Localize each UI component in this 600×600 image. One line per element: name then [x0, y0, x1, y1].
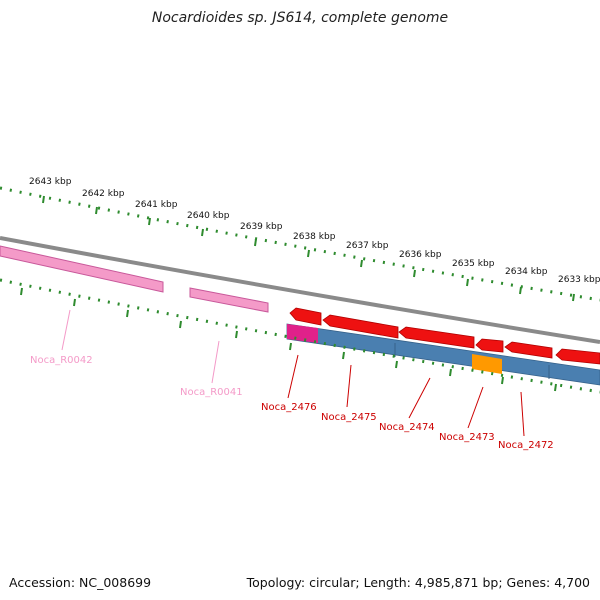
outer-tick-ring: [0, 186, 600, 302]
genome-summary-text: Topology: circular; Length: 4,985,871 bp…: [246, 575, 590, 590]
gene-label-noca-2476[interactable]: Noca_2476: [261, 402, 317, 413]
inner-major-ticks: [20, 287, 557, 392]
callout-lines: [61, 309, 525, 437]
kbp-label: 2637 kbp: [346, 241, 389, 251]
gene-arrow-noca-2475[interactable]: [322, 314, 399, 339]
cds-highlight-magenta[interactable]: [287, 324, 318, 343]
cds-dividers: [394, 343, 550, 379]
gene-arrow-next[interactable]: [555, 348, 600, 365]
kbp-label: 2636 kbp: [399, 250, 442, 260]
gene-label-noca-2472[interactable]: Noca_2472: [498, 440, 554, 451]
gene-label-noca-2475[interactable]: Noca_2475: [321, 412, 377, 423]
gene-labels: Noca_R0042 Noca_R0041 Noca_2476 Noca_247…: [30, 355, 554, 451]
accession-text: Accession: NC_008699: [9, 575, 152, 590]
gene-label-noca-r0042[interactable]: Noca_R0042: [30, 355, 93, 366]
gene-label-noca-2474[interactable]: Noca_2474: [379, 422, 435, 433]
gene-label-noca-r0041[interactable]: Noca_R0041: [180, 387, 243, 398]
rna-feature-noca-r0041[interactable]: [189, 287, 269, 313]
gene-arrow-noca-2473[interactable]: [475, 338, 504, 353]
gene-arrow-noca-2472[interactable]: [504, 341, 553, 359]
outer-major-ticks: [42, 195, 575, 302]
kbp-label: 2638 kbp: [293, 232, 336, 242]
cds-highlight-orange[interactable]: [472, 354, 502, 374]
gene-arrow-noca-2474[interactable]: [398, 326, 475, 349]
kbp-label: 2640 kbp: [187, 211, 230, 221]
kbp-label: 2643 kbp: [29, 177, 72, 187]
kbp-label: 2641 kbp: [135, 200, 178, 210]
genome-title: Nocardioides sp. JS614, complete genome: [151, 10, 449, 26]
kbp-label: 2635 kbp: [452, 259, 495, 269]
gene-arrow-noca-2476[interactable]: [289, 307, 322, 326]
kbp-label: 2633 kbp: [558, 275, 600, 285]
kbp-labels: 2643 kbp 2642 kbp 2641 kbp 2640 kbp 2639…: [29, 177, 600, 285]
kbp-label: 2639 kbp: [240, 222, 283, 232]
genome-backbone: [0, 236, 600, 344]
kbp-label: 2634 kbp: [505, 267, 548, 277]
rna-feature-noca-r0042[interactable]: [0, 245, 164, 293]
gene-label-noca-2473[interactable]: Noca_2473: [439, 432, 495, 443]
kbp-label: 2642 kbp: [82, 189, 125, 199]
gene-arrows: [289, 307, 600, 365]
